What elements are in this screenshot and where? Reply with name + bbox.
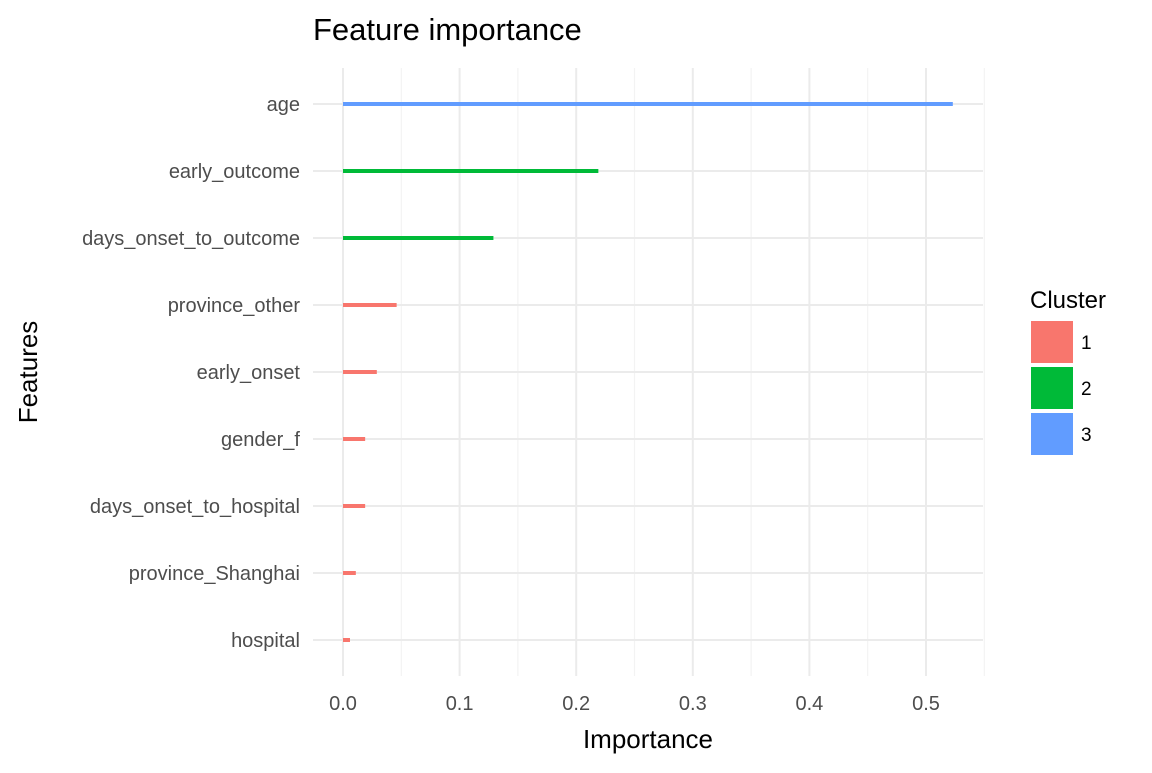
x-tick-label: 0.0 bbox=[329, 693, 357, 715]
bar-gender_f bbox=[343, 437, 366, 441]
x-tick-label: 0.5 bbox=[912, 693, 940, 715]
axis-labels: 0.0 0.1 0.2 0.3 0.4 0.5 age early_outcome days_o… bbox=[82, 94, 940, 715]
bar-days_onset_to_hospital bbox=[343, 504, 366, 508]
x-tick-label: 0.3 bbox=[679, 693, 707, 715]
y-tick-label: early_outcome bbox=[169, 161, 300, 183]
legend-label: 3 bbox=[1081, 425, 1092, 446]
bars bbox=[343, 102, 953, 642]
x-tick-label: 0.1 bbox=[446, 693, 474, 715]
bar-province_Shanghai bbox=[343, 571, 356, 575]
y-tick-label: early_onset bbox=[197, 362, 301, 384]
legend-title: Cluster bbox=[1030, 287, 1106, 314]
y-tick-label: hospital bbox=[231, 630, 300, 652]
legend: Cluster 1 2 3 bbox=[1030, 287, 1106, 455]
x-tick-label: 0.4 bbox=[795, 693, 823, 715]
chart-title: Feature importance bbox=[313, 12, 582, 47]
legend-key-2 bbox=[1031, 367, 1073, 409]
legend-key-3 bbox=[1031, 413, 1073, 455]
legend-key-1 bbox=[1031, 321, 1073, 363]
y-axis-title: Features bbox=[13, 321, 43, 424]
x-axis-title: Importance bbox=[583, 724, 713, 754]
y-tick-label: age bbox=[267, 94, 300, 116]
y-tick-label: province_other bbox=[168, 295, 301, 317]
y-tick-label: gender_f bbox=[221, 429, 300, 451]
bar-age bbox=[343, 102, 953, 106]
bar-days_onset_to_outcome bbox=[343, 236, 494, 240]
x-tick-label: 0.2 bbox=[562, 693, 590, 715]
bar-early_onset bbox=[343, 370, 377, 374]
bar-hospital bbox=[343, 638, 350, 642]
y-tick-label: days_onset_to_hospital bbox=[90, 496, 300, 518]
bar-early_outcome bbox=[343, 169, 599, 173]
gridlines bbox=[313, 68, 985, 676]
legend-label: 1 bbox=[1081, 333, 1092, 354]
bar-province_other bbox=[343, 303, 397, 307]
y-tick-label: province_Shanghai bbox=[129, 563, 300, 585]
y-tick-label: days_onset_to_outcome bbox=[82, 228, 300, 250]
legend-label: 2 bbox=[1081, 379, 1092, 400]
